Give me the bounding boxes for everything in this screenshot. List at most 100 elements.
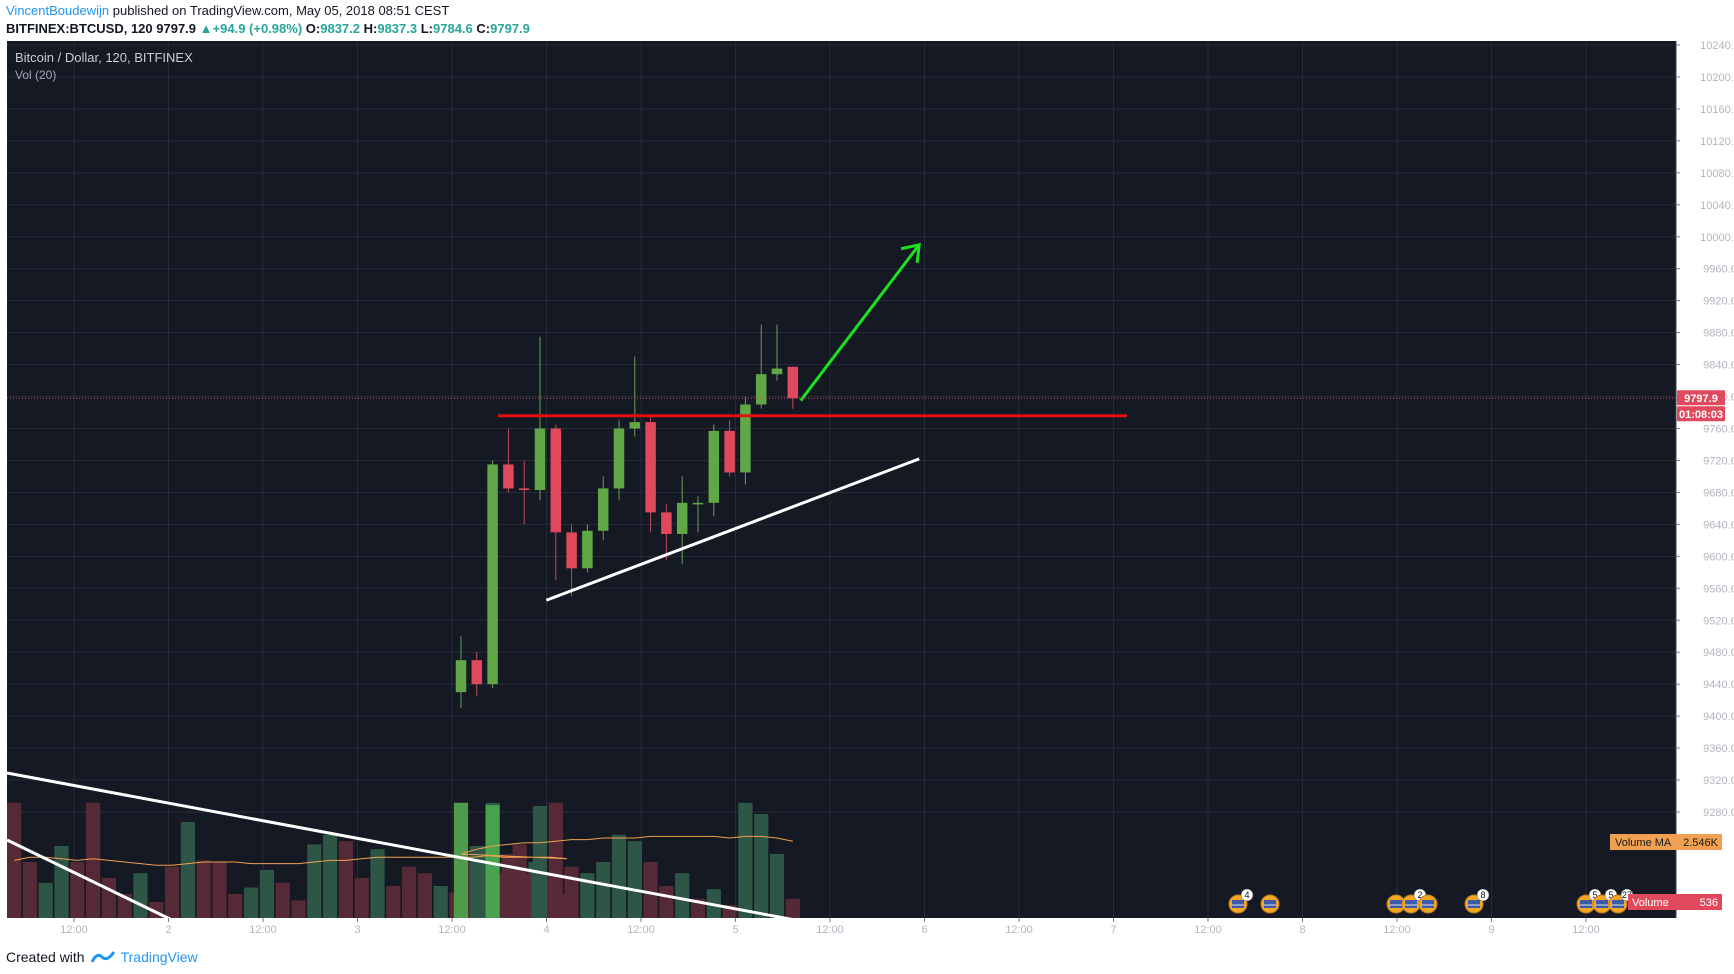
countdown-label: 01:08:03 (1679, 409, 1723, 421)
candle-body (503, 464, 514, 489)
volume-bar (643, 862, 658, 918)
price-tick-label: 10200.0 (1700, 72, 1734, 84)
descending-trendline (6, 771, 796, 922)
volume-bar (469, 846, 484, 918)
candle-body (597, 488, 609, 531)
volume-ma-value: 2.546K (1683, 837, 1719, 849)
volume-ma-label: Volume MA (1615, 837, 1672, 849)
event-count: 5 (1608, 890, 1613, 900)
time-tick-label: 6 (921, 924, 927, 936)
price-tick-label: 9480.0 (1703, 647, 1734, 659)
flag-icon (1422, 900, 1434, 908)
price-tick-label: 9320.0 (1703, 775, 1734, 787)
event-badges: 4 2 8 5 5 27 (1228, 888, 1634, 914)
price-axis[interactable]: 10240.0 10200.0 10160.0 10120.0 10080.0 10040… (1676, 40, 1734, 819)
volume-bar (307, 844, 322, 918)
candle-body (471, 660, 483, 685)
close-value: 9797.9 (490, 21, 530, 36)
price-tick-label: 9560.0 (1703, 583, 1734, 595)
volume-bar (659, 886, 674, 918)
candle-body (582, 530, 593, 569)
price-chart[interactable]: 10240.0 10200.0 10160.0 10120.0 10080.0 10040… (0, 40, 1734, 940)
volume-bar-highlight (453, 802, 469, 918)
symbol-line: BITFINEX:BTCUSD, 120 (6, 21, 153, 36)
forecast-arrow-head (900, 242, 921, 263)
time-tick-label: 2 (165, 924, 171, 936)
volume-bar (769, 854, 785, 918)
volume-bar (133, 873, 148, 918)
candle-body (771, 368, 783, 375)
last-price-label: 9797.9 (1684, 393, 1718, 405)
volume-bar (675, 873, 690, 918)
last-price: 9797.9 (156, 21, 197, 36)
high-value: 9837.3 (377, 21, 418, 36)
flag-icon (1264, 900, 1276, 908)
flag-icon (1596, 900, 1608, 908)
volume-bar (611, 834, 627, 918)
chart-legend-title: Bitcoin / Dollar, 120, BITFINEX (15, 50, 193, 65)
time-tick-label: 12:00 (249, 924, 277, 936)
brand-link[interactable]: TradingView (120, 949, 198, 965)
volume-bar (259, 870, 274, 918)
up-triangle-icon: ▲ (199, 21, 213, 36)
time-tick-label: 12:00 (1572, 924, 1600, 936)
low-value: 9784.6 (433, 21, 473, 36)
time-axis[interactable]: 12:00 2 12:00 3 12:00 4 12:00 5 12:00 6 12:00 7 12:0… (60, 918, 1600, 936)
candle-body (518, 488, 530, 491)
volume-bar (754, 814, 769, 918)
volume-bar (433, 886, 448, 918)
author-link[interactable]: VincentBoudewijn (6, 3, 110, 18)
price-tick-label: 10160.0 (1700, 104, 1734, 116)
volume-bar (165, 866, 180, 918)
flag-icon (1468, 900, 1480, 908)
price-tick-label: 9960.0 (1703, 264, 1734, 276)
time-tick-label: 12:00 (1194, 924, 1222, 936)
price-tick-label: 10120.0 (1700, 136, 1734, 148)
time-tick-label: 9 (1488, 924, 1494, 936)
volume-label: Volume (1632, 897, 1669, 909)
open-label: O: (305, 21, 321, 36)
time-tick-label: 3 (354, 924, 360, 936)
price-tick-label: 9720.0 (1703, 455, 1734, 467)
candle-body (740, 404, 751, 473)
volume-bar (196, 860, 211, 918)
time-tick-label: 12:00 (60, 924, 88, 936)
price-tick-label: 9520.0 (1703, 615, 1734, 627)
volume-bar (532, 806, 548, 918)
time-tick-label: 4 (543, 924, 549, 936)
volume-bar (517, 873, 532, 918)
volume-bar (338, 841, 353, 918)
grid (7, 41, 1676, 918)
time-tick-label: 12:00 (816, 924, 844, 936)
time-tick-label: 12:00 (438, 924, 466, 936)
volume-bar (785, 898, 800, 918)
volume-bar (244, 887, 259, 918)
volume-bar (38, 882, 53, 918)
price-tick-label: 9920.0 (1703, 296, 1734, 308)
volume-ma-label-bg (1610, 834, 1722, 850)
price-tick-label: 9600.0 (1703, 551, 1734, 563)
symbol-info: BITFINEX:BTCUSD, 120 9797.9 ▲+94.9 (+0.9… (6, 21, 530, 36)
candle-body (692, 502, 704, 505)
event-count: 5 (1592, 890, 1597, 900)
volume-label-bg (1628, 894, 1722, 910)
volume-bar (228, 894, 243, 918)
event-count-bubble (1476, 888, 1490, 902)
price-tick-label: 9760.0 (1703, 424, 1734, 436)
price-change: +94.9 (+0.98%) (212, 21, 303, 36)
candle-body (613, 428, 625, 489)
candle-body (566, 532, 577, 569)
volume-bar (402, 866, 417, 918)
time-tick-label: 12:00 (627, 924, 655, 936)
time-tick-label: 5 (732, 924, 738, 936)
price-tick-label: 10000.0 (1700, 232, 1734, 244)
volume-bar-highlight (485, 805, 500, 918)
volume-bar (275, 882, 290, 918)
flag-icon (1612, 900, 1624, 908)
flag-icon (1405, 900, 1417, 908)
candle-body (787, 366, 799, 399)
axis-value-labels: 9797.9 01:08:03 Volume MA 2.546K Volume 536 (1610, 390, 1725, 910)
volume-bar (580, 873, 595, 918)
event-count: 27 (1622, 890, 1632, 900)
price-tick-label: 10240.0 (1700, 40, 1734, 52)
